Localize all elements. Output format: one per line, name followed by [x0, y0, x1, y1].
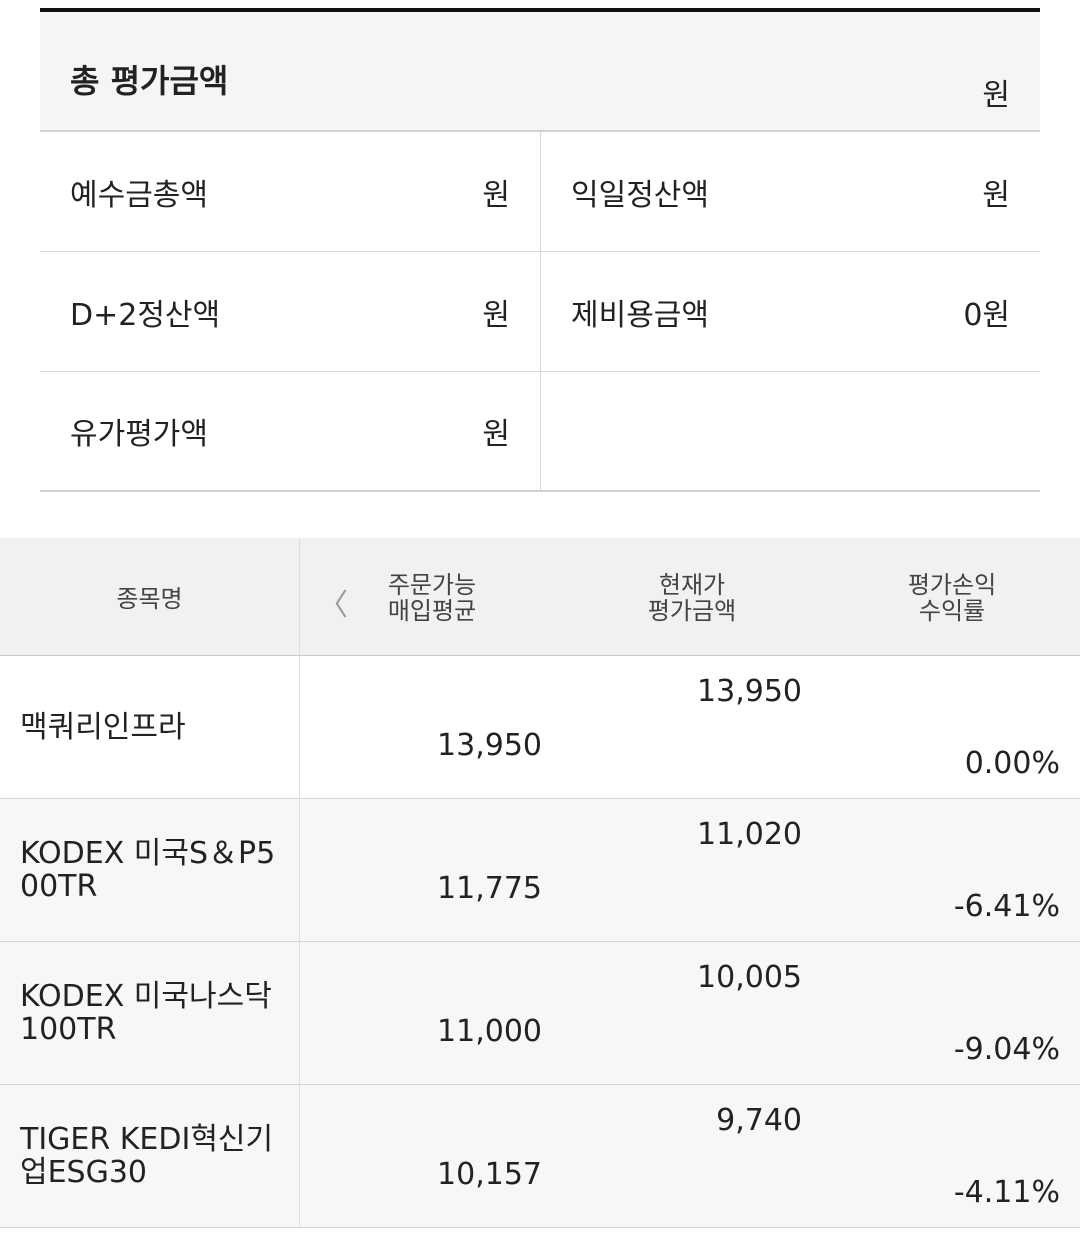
deposit-total-value: 원: [482, 177, 510, 213]
current-price: 11,020: [697, 817, 802, 852]
header-orderable-avgprice[interactable]: 주문가능 매입평균: [342, 572, 522, 624]
return-rate: -6.41%: [953, 889, 1060, 924]
header-line: 현재가: [658, 571, 726, 599]
d2-settlement-label: D+2정산액: [70, 297, 221, 333]
stock-name[interactable]: KODEX 미국나스닥100TR: [0, 942, 300, 1084]
deposit-total-cell: 예수금총액 원: [40, 132, 540, 251]
table-row[interactable]: TIGER KEDI혁신기업ESG30 10,157 9,740 -4.11%: [0, 1085, 1080, 1228]
securities-evaluation-cell: 유가평가액 원: [40, 372, 540, 490]
next-day-settlement-cell: 익일정산액 원: [540, 132, 1040, 251]
total-evaluation-header: 총 평가금액 원: [40, 8, 1040, 132]
return-rate: -9.04%: [953, 1032, 1060, 1067]
next-day-settlement-label: 익일정산액: [571, 177, 709, 213]
stock-name-text: TIGER KEDI혁신기업ESG30: [20, 1122, 274, 1190]
table-row[interactable]: 맥쿼리인프라 13,950 13,950 0.00%: [0, 656, 1080, 799]
stock-name-text: 맥쿼리인프라: [20, 709, 186, 745]
d2-settlement-value: 원: [482, 297, 510, 333]
summary-row: 유가평가액 원: [40, 372, 1040, 492]
header-stock-name: 종목명: [0, 538, 300, 655]
stock-name[interactable]: 맥쿼리인프라: [0, 656, 300, 798]
holdings-table-header: 종목명 〈 주문가능 매입평균 현재가 평가금액 평가손익 수익률: [0, 538, 1080, 656]
current-price: 9,740: [716, 1103, 802, 1138]
header-line: 평가손익: [907, 571, 997, 599]
chevron-left-icon[interactable]: 〈: [318, 588, 348, 623]
avg-price: 13,950: [437, 728, 542, 763]
return-rate: 0.00%: [964, 746, 1060, 781]
table-row[interactable]: KODEX 미국S＆P500TR 11,775 11,020 -6.41%: [0, 799, 1080, 942]
total-evaluation-value: 원: [982, 78, 1010, 113]
header-line: 매입평균: [387, 597, 477, 625]
fees-cell: 제비용금액 0원: [540, 252, 1040, 371]
holdings-table: 종목명 〈 주문가능 매입평균 현재가 평가금액 평가손익 수익률 맥쿼리인프라…: [0, 538, 1080, 1228]
fees-value: 0원: [963, 297, 1010, 333]
deposit-total-label: 예수금총액: [70, 177, 208, 213]
summary-row: D+2정산액 원 제비용금액 0원: [40, 252, 1040, 372]
return-rate: -4.11%: [953, 1175, 1060, 1210]
fees-label: 제비용금액: [571, 297, 709, 333]
d2-settlement-cell: D+2정산액 원: [40, 252, 540, 371]
stock-name[interactable]: TIGER KEDI혁신기업ESG30: [0, 1085, 300, 1227]
total-evaluation-label: 총 평가금액: [70, 62, 229, 100]
header-line: 평가금액: [647, 597, 737, 625]
header-profit-rate[interactable]: 평가손익 수익률: [862, 572, 1042, 624]
avg-price: 11,775: [437, 871, 542, 906]
header-line: 주문가능: [387, 571, 477, 599]
empty-cell: [540, 372, 1040, 490]
securities-evaluation-value: 원: [482, 417, 510, 452]
current-price: 13,950: [697, 674, 802, 709]
header-line: 수익률: [918, 597, 986, 625]
current-price: 10,005: [697, 960, 802, 995]
header-price-evaluation[interactable]: 현재가 평가금액: [602, 572, 782, 624]
next-day-settlement-value: 원: [982, 177, 1010, 213]
stock-name-text: KODEX 미국나스닥100TR: [20, 979, 272, 1047]
table-row[interactable]: KODEX 미국나스닥100TR 11,000 10,005 -9.04%: [0, 942, 1080, 1085]
avg-price: 11,000: [437, 1014, 542, 1049]
stock-name-text: KODEX 미국S＆P500TR: [20, 836, 276, 904]
summary-row: 예수금총액 원 익일정산액 원: [40, 132, 1040, 252]
avg-price: 10,157: [437, 1157, 542, 1192]
securities-evaluation-label: 유가평가액: [70, 417, 208, 452]
summary-grid: 예수금총액 원 익일정산액 원 D+2정산액 원 제비용금액 0원 유가평가액 …: [40, 132, 1040, 492]
account-summary: 총 평가금액 원 예수금총액 원 익일정산액 원 D+2정산액 원 제비용금액 …: [40, 8, 1040, 492]
stock-name[interactable]: KODEX 미국S＆P500TR: [0, 799, 300, 941]
